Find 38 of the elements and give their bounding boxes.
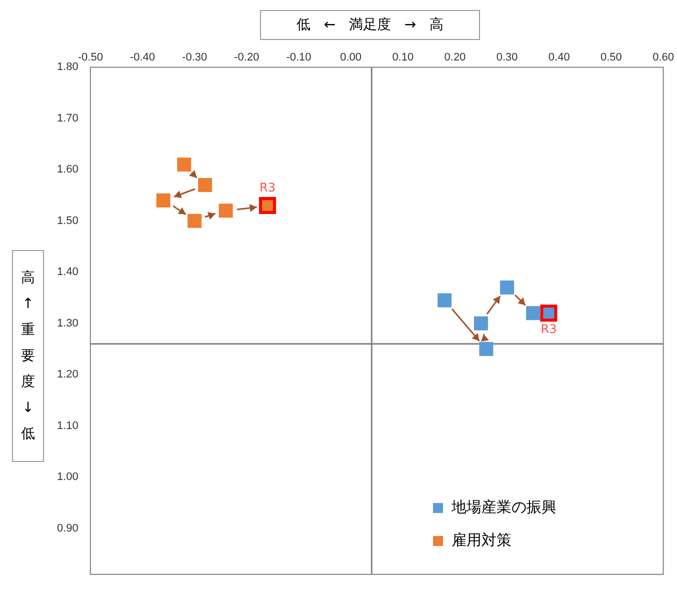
y-tick-label: 1.10 xyxy=(56,420,78,432)
x-tick-label: 0.40 xyxy=(548,52,570,64)
point xyxy=(500,280,514,294)
point xyxy=(156,193,170,208)
x-tick-label: -0.20 xyxy=(234,52,260,64)
x-tick-label: -0.30 xyxy=(182,52,208,64)
y-tick-label: 1.70 xyxy=(56,112,78,124)
x-axis-title: 低 ← 満足度 → 高 xyxy=(260,10,480,40)
point xyxy=(474,316,488,330)
y-tick-label: 1.40 xyxy=(56,266,78,278)
y-tick-label: 1.80 xyxy=(56,61,78,74)
y-axis-title: 高 ↑ 重要度 ↓ 低 xyxy=(20,269,36,444)
point xyxy=(177,158,192,172)
point xyxy=(188,214,202,228)
x-tick-label: 0.10 xyxy=(392,52,414,64)
x-tick-label: 0.30 xyxy=(496,52,518,64)
x-tick-label: -0.10 xyxy=(286,52,312,64)
y-tick-label: 1.20 xyxy=(56,368,78,381)
legend-label: 雇用対策 xyxy=(451,531,512,550)
x-tick-label: 0.20 xyxy=(444,52,466,64)
x-tick-label: 0.60 xyxy=(652,52,674,64)
x-tick-label: -0.50 xyxy=(78,52,103,64)
point xyxy=(198,178,212,192)
x-tick-label: -0.40 xyxy=(130,52,156,64)
annotation: R3 xyxy=(540,322,557,336)
point xyxy=(526,306,540,320)
y-tick-label: 1.00 xyxy=(56,471,78,484)
y-tick-label: 1.50 xyxy=(56,214,78,227)
x-tick-label: 0.00 xyxy=(340,52,362,64)
y-tick-label: 1.30 xyxy=(56,317,78,330)
x-tick-label: 0.50 xyxy=(600,52,622,64)
point xyxy=(479,342,494,356)
legend-label: 地場産業の振興 xyxy=(451,498,556,517)
point xyxy=(438,293,452,308)
point xyxy=(218,204,233,218)
y-tick-label: 1.60 xyxy=(56,164,78,176)
y-tick-label: 0.90 xyxy=(56,522,78,534)
annotation: R3 xyxy=(259,180,276,195)
